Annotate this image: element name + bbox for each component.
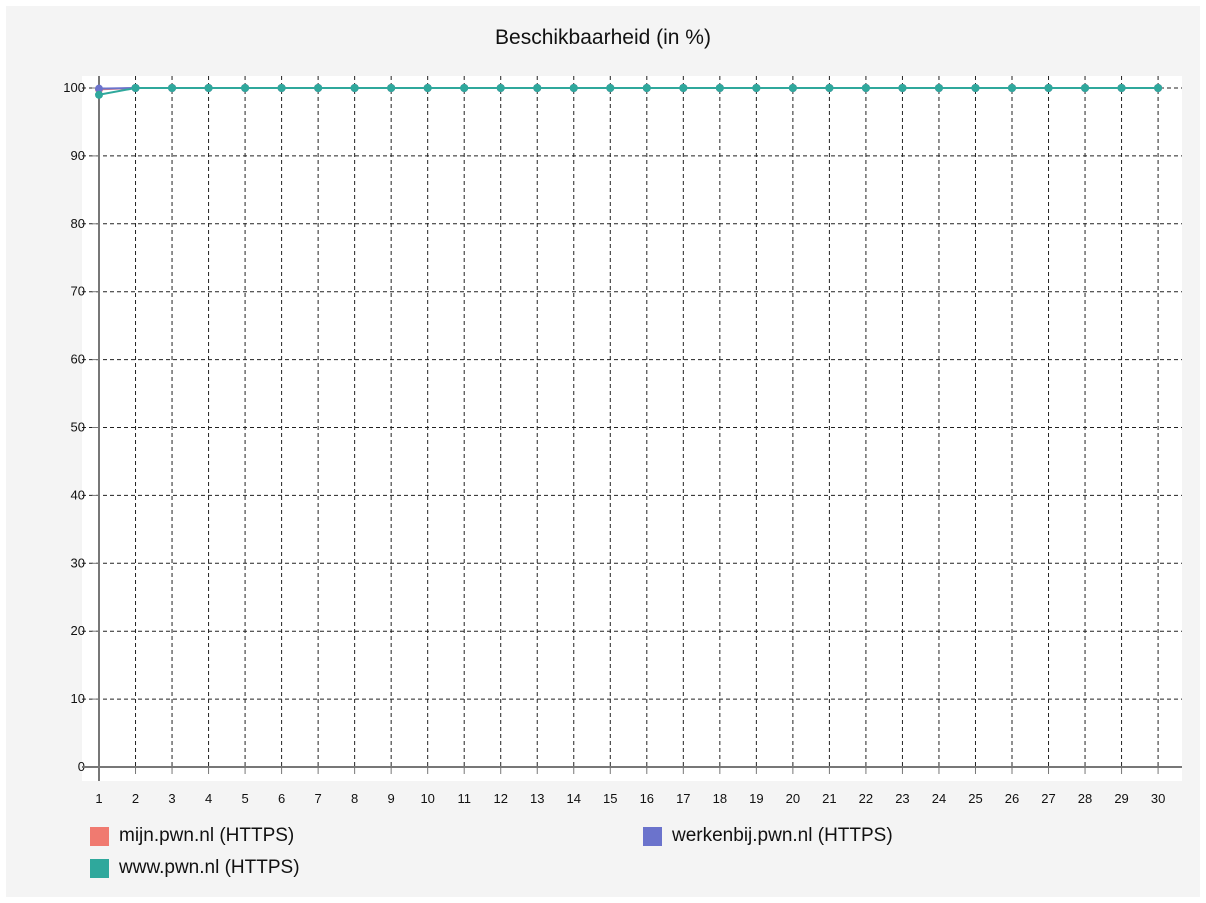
x-tick-label: 18	[713, 791, 727, 806]
y-tick-label: 100	[63, 80, 85, 95]
data-point	[861, 84, 870, 92]
series-line	[98, 87, 1159, 96]
x-tick-label: 21	[822, 791, 836, 806]
x-tick-label: 6	[278, 791, 285, 806]
x-tick-label: 3	[168, 791, 175, 806]
legend-label-www: www.pwn.nl (HTTPS)	[119, 857, 300, 878]
legend-item-mijn[interactable]: mijn.pwn.nl (HTTPS)	[90, 825, 294, 847]
x-tick-label: 14	[567, 791, 581, 806]
chart-panel: Beschikbaarheid (in %) 0 10 20 30 40 50 60 70 80…	[6, 6, 1200, 897]
data-point	[715, 84, 724, 92]
x-tick-label: 11	[457, 791, 471, 806]
data-point	[423, 84, 432, 92]
data-point	[277, 84, 286, 92]
x-tick-label: 26	[1005, 791, 1019, 806]
legend-item-www[interactable]: www.pwn.nl (HTTPS)	[90, 857, 300, 879]
y-tick-label: 80	[71, 216, 85, 231]
x-tick-label: 22	[859, 791, 873, 806]
data-point	[898, 84, 907, 92]
data-point	[168, 84, 177, 92]
y-tick-label: 0	[78, 759, 85, 774]
x-tick-label: 28	[1078, 791, 1092, 806]
data-point	[606, 84, 615, 92]
data-point	[971, 84, 980, 92]
x-tick-label: 9	[388, 791, 395, 806]
data-point	[460, 84, 469, 92]
x-tick-label: 25	[968, 791, 982, 806]
x-tick-label: 12	[493, 791, 507, 806]
x-tick-label: 5	[241, 791, 248, 806]
x-tick-label: 4	[205, 791, 212, 806]
x-tick-label: 13	[530, 791, 544, 806]
x-tick-label: 1	[95, 791, 102, 806]
x-tick-label: 29	[1114, 791, 1128, 806]
y-tick-label: 40	[71, 487, 85, 502]
data-point	[204, 84, 213, 92]
data-point	[533, 84, 542, 92]
x-tick-label: 17	[676, 791, 690, 806]
legend-swatch-werkenbij	[643, 826, 662, 846]
x-tick-label: 15	[603, 791, 617, 806]
y-tick-label: 50	[71, 420, 85, 435]
data-point	[496, 84, 505, 92]
legend-swatch-www	[90, 858, 109, 878]
data-point	[1154, 84, 1163, 92]
x-tick-label: 20	[786, 791, 800, 806]
x-tick-label: 10	[420, 791, 434, 806]
x-tick-label: 16	[640, 791, 654, 806]
y-tick-label: 30	[71, 555, 85, 570]
legend-label-mijn: mijn.pwn.nl (HTTPS)	[119, 825, 295, 846]
data-point	[934, 84, 943, 92]
data-point	[752, 84, 761, 92]
data-point	[131, 84, 140, 92]
y-tick-label: 70	[71, 284, 85, 299]
data-point	[95, 84, 103, 93]
data-point	[642, 84, 651, 92]
data-point	[387, 84, 396, 92]
x-tick-label: 30	[1151, 791, 1165, 806]
x-tick-label: 7	[315, 791, 322, 806]
data-point	[1044, 84, 1053, 92]
x-tick-label: 24	[932, 791, 946, 806]
data-point	[241, 84, 250, 92]
legend-item-werkenbij[interactable]: werkenbij.pwn.nl (HTTPS)	[643, 825, 893, 847]
data-point	[679, 84, 688, 92]
chart-title: Beschikbaarheid (in %)	[495, 26, 711, 49]
data-point	[788, 84, 797, 92]
legend-swatch-mijn	[90, 826, 109, 846]
y-tick-label: 60	[71, 352, 85, 367]
y-tick-label: 90	[71, 148, 85, 163]
x-tick-label: 2	[132, 791, 139, 806]
y-tick-label: 10	[71, 691, 85, 706]
data-point	[569, 84, 578, 92]
data-point	[1081, 84, 1090, 92]
x-tick-label: 27	[1041, 791, 1055, 806]
x-tick-label: 23	[895, 791, 909, 806]
data-point	[825, 84, 834, 92]
data-point	[350, 84, 359, 92]
plot-background	[82, 76, 1182, 781]
data-point	[314, 84, 323, 92]
data-point	[1008, 84, 1016, 92]
y-tick-label: 20	[71, 623, 85, 638]
x-tick-label: 19	[749, 791, 763, 806]
x-tick-label: 8	[351, 791, 358, 806]
data-point	[1117, 84, 1126, 92]
legend-label-werkenbij: werkenbij.pwn.nl (HTTPS)	[672, 825, 893, 846]
data-point	[95, 90, 103, 99]
